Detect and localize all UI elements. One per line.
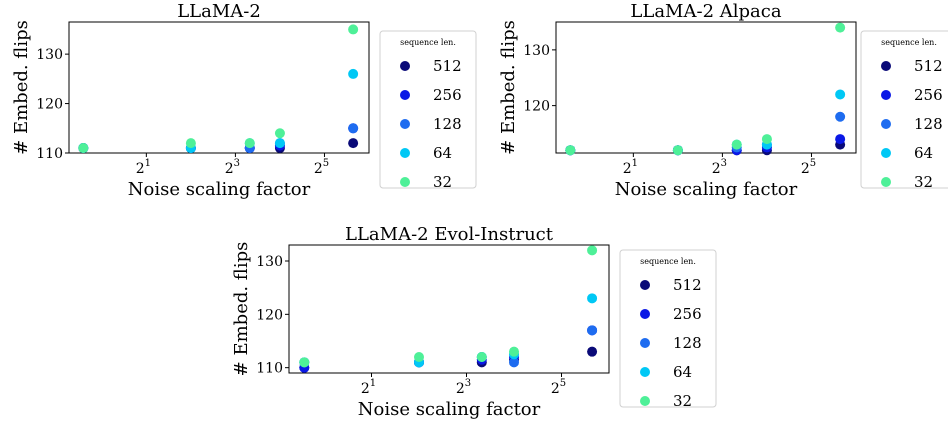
legend-title: sequence len. [640, 257, 696, 266]
legend-label: 64 [673, 363, 692, 381]
y-tick-label: 130 [523, 43, 550, 59]
legend-marker [881, 90, 891, 100]
legend-marker [640, 280, 650, 290]
legend-marker [881, 61, 891, 71]
data-point-64 [587, 293, 598, 304]
legend-label: 128 [914, 115, 943, 133]
y-tick-label: 130 [36, 47, 63, 63]
data-point-32 [348, 24, 359, 35]
legend-frame [619, 249, 717, 408]
data-point-32 [672, 145, 683, 156]
data-point-32 [185, 138, 196, 149]
data-point-128 [348, 123, 359, 134]
data-point-256 [835, 134, 846, 145]
data-point-32 [299, 357, 310, 368]
x-tick-label: 25 [801, 158, 816, 177]
x-tick-label: 23 [712, 158, 727, 177]
data-point-32 [509, 346, 520, 357]
data-point-64 [274, 138, 285, 149]
data-point-32 [835, 22, 846, 33]
legend-marker [881, 119, 891, 129]
data-point-512 [348, 138, 359, 149]
y-tick-label: 110 [256, 361, 283, 377]
legend-label: 32 [673, 392, 692, 410]
data-point-32 [78, 143, 89, 154]
legend-marker [400, 148, 410, 158]
x-tick-label: 25 [551, 378, 566, 397]
x-axis-label: Noise scaling factor [358, 399, 541, 420]
plot-frame [288, 244, 610, 374]
legend-marker [400, 61, 410, 71]
legend-marker [881, 148, 891, 158]
legend-title: sequence len. [881, 38, 937, 47]
chart-title: LLaMA-2 Evol-Instruct [345, 224, 554, 245]
data-point-128 [509, 357, 520, 368]
x-tick-label: 25 [314, 158, 329, 177]
x-tick-label: 21 [623, 158, 638, 177]
legend-label: 256 [433, 86, 462, 104]
legend-marker [400, 177, 410, 187]
legend-marker [400, 90, 410, 100]
chart-title: LLaMA-2 [177, 1, 261, 22]
data-point-512 [587, 346, 598, 357]
data-point-64 [835, 89, 846, 100]
legend-title: sequence len. [400, 38, 456, 47]
legend-frame [379, 30, 477, 189]
x-tick-label: 21 [361, 378, 376, 397]
data-point-32 [761, 134, 772, 145]
legend-label: 32 [433, 173, 452, 191]
legend-marker [400, 119, 410, 129]
legend-marker [640, 338, 650, 348]
legend-frame [860, 30, 948, 189]
y-axis-label: # Embed. flips [11, 20, 32, 155]
legend: sequence len. 512 256 128 64 32 [860, 30, 948, 191]
legend-label: 512 [673, 276, 702, 294]
y-axis-label: # Embed. flips [231, 242, 252, 377]
legend-label: 256 [914, 86, 943, 104]
legend-label: 128 [673, 334, 702, 352]
plot-frame [555, 21, 857, 154]
data-point-32 [274, 128, 285, 139]
data-point-64 [348, 68, 359, 79]
plot-frame [68, 21, 370, 154]
data-point-32 [587, 245, 598, 256]
chart-panel-3: LLaMA-2 Evol-Instruct 110 120 130 21 23 25 Nois… [231, 224, 717, 420]
legend-label: 128 [433, 115, 462, 133]
legend-label: 512 [914, 57, 943, 75]
legend-label: 64 [914, 144, 933, 162]
x-tick-label: 21 [136, 158, 151, 177]
legend-marker [640, 367, 650, 377]
legend: sequence len. 512 256 128 64 32 [619, 249, 717, 410]
x-tick-label: 23 [456, 378, 471, 397]
y-tick-label: 120 [36, 97, 63, 113]
data-point-32 [414, 352, 425, 362]
data-point-32 [731, 139, 742, 150]
x-axis-label: Noise scaling factor [128, 179, 311, 200]
legend: sequence len. 512 256 128 64 32 [379, 30, 477, 191]
legend-label: 32 [914, 173, 933, 191]
y-tick-label: 120 [523, 99, 550, 115]
x-tick-label: 23 [225, 158, 240, 177]
legend-label: 64 [433, 144, 452, 162]
legend-marker [640, 396, 650, 406]
x-axis-label: Noise scaling factor [615, 179, 798, 200]
y-axis-label: # Embed. flips [498, 20, 519, 155]
data-point-32 [565, 145, 576, 156]
data-point-128 [587, 325, 598, 336]
data-point-32 [244, 138, 255, 149]
y-tick-label: 130 [256, 254, 283, 270]
legend-label: 512 [433, 57, 462, 75]
legend-marker [881, 177, 891, 187]
data-point-32 [476, 352, 487, 362]
legend-label: 256 [673, 305, 702, 323]
y-tick-label: 120 [256, 307, 283, 323]
legend-marker [640, 309, 650, 319]
chart-title: LLaMA-2 Alpaca [630, 1, 781, 22]
data-point-128 [835, 111, 846, 122]
y-tick-label: 110 [36, 146, 63, 162]
